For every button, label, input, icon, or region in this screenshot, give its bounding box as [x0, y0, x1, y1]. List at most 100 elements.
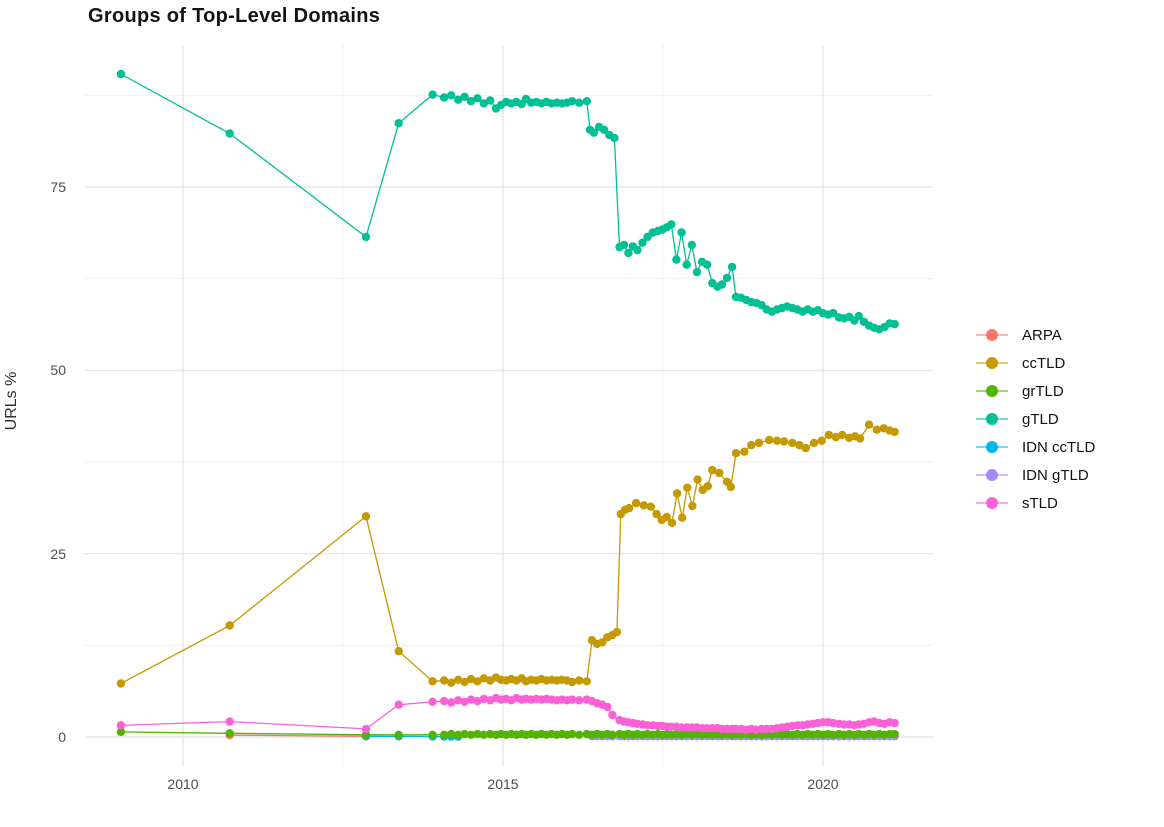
series-point-stld	[460, 697, 469, 706]
y-tick-label-75: 75	[50, 179, 66, 195]
series-point-cctld	[454, 675, 463, 684]
series-point-gtld	[677, 228, 686, 237]
series-point-grtld	[567, 729, 577, 739]
legend-item-idn-gtld: IDN gTLD	[976, 461, 1095, 489]
series-point-gtld	[638, 238, 647, 247]
series-point-grtld	[447, 729, 456, 739]
series-point-gtld	[687, 240, 696, 250]
series-point-gtld	[717, 280, 727, 289]
series-point-grtld	[428, 730, 437, 739]
series-point-cctld	[646, 502, 655, 511]
series-point-cctld	[795, 440, 804, 450]
series-point-cctld	[652, 509, 661, 519]
series-point-cctld	[598, 638, 607, 647]
series-point-grtld	[454, 730, 463, 739]
series-point-cctld	[765, 435, 774, 445]
series-point-gtld	[394, 119, 403, 128]
legend-key-dot	[986, 413, 998, 425]
series-point-cctld	[460, 677, 469, 687]
series-point-stld	[361, 724, 371, 734]
legend-key-dot	[986, 441, 998, 453]
series-point-grtld	[225, 729, 234, 738]
y-tick-label-0: 0	[58, 729, 66, 745]
series-point-cctld	[479, 674, 488, 683]
x-tick-label-2015: 2015	[487, 776, 519, 792]
series-point-cctld	[715, 468, 724, 478]
series-point-gtld	[454, 95, 463, 104]
series-point-stld	[447, 698, 456, 707]
legend-key-dot	[986, 469, 998, 481]
series-point-grtld	[394, 730, 403, 739]
series-point-cctld	[754, 438, 764, 448]
series-point-cctld	[740, 447, 749, 456]
series-point-cctld	[624, 504, 634, 513]
legend-key-icon-stld	[976, 495, 1008, 511]
series-point-grtld	[473, 729, 482, 739]
series-point-cctld	[779, 437, 789, 446]
series-point-stld	[890, 718, 899, 728]
legend-label: gTLD	[1022, 410, 1059, 428]
series-point-grtld	[890, 729, 899, 739]
series-point-stld	[439, 696, 449, 706]
series-point-cctld	[788, 438, 797, 448]
series-point-gtld	[610, 133, 619, 143]
series-point-cctld	[466, 674, 476, 684]
series-point-gtld	[460, 92, 469, 102]
legend-item-stld: sTLD	[976, 489, 1095, 517]
series-point-cctld	[824, 430, 833, 440]
series-point-cctld	[747, 440, 756, 450]
series-point-gtld	[116, 69, 126, 79]
series-point-gtld	[439, 93, 449, 102]
series-point-stld	[603, 702, 612, 712]
series-point-gtld	[447, 91, 456, 100]
legend-key-dot	[986, 385, 998, 397]
series-point-cctld	[703, 482, 712, 491]
series-point-gtld	[567, 97, 577, 106]
y-axis-title: URLs %	[3, 371, 20, 431]
legend-key-icon-idn-cctld	[976, 439, 1008, 455]
series-point-cctld	[639, 501, 648, 510]
series-point-gtld	[722, 273, 732, 283]
series-point-grtld	[466, 730, 476, 739]
series-point-stld	[394, 700, 403, 709]
series-point-gtld	[727, 262, 737, 272]
series-point-gtld	[428, 90, 437, 99]
series-point-gtld	[672, 255, 681, 264]
series-point-cctld	[447, 678, 456, 687]
series-point-gtld	[829, 308, 838, 318]
series-point-cctld	[683, 483, 692, 492]
legend-key-icon-arpa	[976, 327, 1008, 343]
series-point-cctld	[612, 627, 622, 637]
series-point-cctld	[575, 676, 584, 685]
legend-label: ccTLD	[1022, 354, 1066, 372]
series-point-cctld	[801, 443, 810, 453]
series-point-stld	[454, 696, 463, 705]
series-point-grtld	[608, 730, 617, 739]
series-point-grtld	[479, 730, 488, 739]
series-point-cctld	[693, 475, 702, 484]
legend-item-idn-cctld: IDN ccTLD	[976, 433, 1095, 461]
series-point-cctld	[772, 436, 782, 445]
legend-item-grtld: grTLD	[976, 377, 1095, 405]
series-point-cctld	[864, 420, 874, 429]
series-point-cctld	[809, 438, 819, 448]
series-point-cctld	[582, 677, 591, 686]
series-point-cctld	[688, 501, 697, 511]
series-point-gtld	[575, 98, 584, 107]
series-point-cctld	[731, 449, 741, 458]
series-point-cctld	[678, 513, 687, 522]
series-point-stld	[608, 710, 617, 720]
series-point-gtld	[619, 240, 629, 250]
series-point-cctld	[361, 512, 371, 521]
series-point-cctld	[631, 498, 641, 508]
series-point-stld	[575, 696, 584, 705]
series-point-gtld	[479, 99, 488, 108]
series-point-cctld	[428, 677, 437, 686]
series-point-cctld	[890, 427, 899, 437]
series-point-cctld	[817, 436, 826, 445]
series-point-gtld	[473, 94, 482, 103]
legend-label: IDN ccTLD	[1022, 438, 1096, 456]
series-point-gtld	[361, 232, 371, 242]
series-point-grtld	[116, 727, 126, 737]
